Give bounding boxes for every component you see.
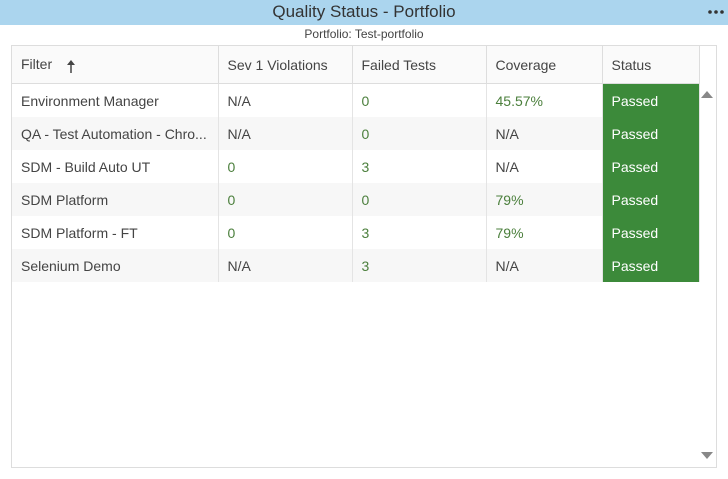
table-cell: N/A	[218, 83, 353, 117]
status-cell: Passed	[602, 117, 700, 150]
status-cell: Passed	[602, 249, 700, 282]
column-header[interactable]: Failed Tests	[352, 46, 487, 84]
table-cell: 0	[352, 83, 487, 117]
table-cell: SDM Platform - FT	[12, 216, 219, 249]
table-row: Environment Manager N/A 0 45.57% Passed	[12, 83, 700, 117]
scroll-down[interactable]	[701, 452, 713, 459]
header-row: Filter Sev 1 Violations Failed Tests Covera…	[12, 46, 700, 84]
table-cell: N/A	[486, 117, 603, 150]
table-cell: 79%	[486, 183, 603, 216]
table-cell: SDM Platform	[12, 183, 219, 216]
table-row: SDM - Build Auto UT 0 3 N/A Passed	[12, 150, 700, 183]
column-label: Coverage	[495, 56, 557, 73]
table-row: SDM Platform 0 0 79% Passed	[12, 183, 700, 216]
status-cell: Passed	[602, 216, 700, 249]
table-cell: Environment Manager	[12, 83, 219, 117]
table-row: Selenium Demo N/A 3 N/A Passed	[12, 249, 700, 282]
table-cell: 0	[218, 150, 353, 183]
table-cell: QA - Test Automation - Chro...	[12, 117, 219, 150]
table-cell: 3	[352, 150, 487, 183]
column-label: Filter	[21, 56, 53, 72]
status-cell: Passed	[602, 150, 700, 183]
title-bar: Quality Status - Portfolio	[0, 0, 728, 25]
sort-icon	[67, 60, 76, 73]
table-cell: SDM - Build Auto UT	[12, 150, 219, 183]
table-cell: 0	[352, 117, 487, 150]
title: Quality Status - Portfolio	[272, 2, 456, 21]
menu-button[interactable]	[708, 9, 724, 15]
table-cell: 3	[352, 216, 487, 249]
table-cell: N/A	[218, 117, 353, 150]
table: Filter Sev 1 Violations Failed Tests Covera…	[12, 46, 700, 282]
scrollbar[interactable]	[698, 83, 716, 467]
column-header[interactable]: Status	[602, 46, 700, 84]
table-cell: 3	[352, 249, 487, 282]
grid: Filter Sev 1 Violations Failed Tests Covera…	[11, 45, 717, 468]
table-row: QA - Test Automation - Chro... N/A 0 N/A Pas…	[12, 117, 700, 150]
subtitle: Portfolio: Test-portfolio	[304, 27, 424, 41]
table-cell: 45.57%	[486, 83, 603, 117]
column-label: Failed Tests	[361, 56, 436, 73]
status-cell: Passed	[602, 183, 700, 216]
table-cell: N/A	[486, 150, 603, 183]
column-header[interactable]: Filter	[12, 46, 219, 84]
table-row: SDM Platform - FT 0 3 79% Passed	[12, 216, 700, 249]
column-header[interactable]: Sev 1 Violations	[218, 46, 353, 84]
status-cell: Passed	[602, 83, 700, 117]
table-cell: N/A	[218, 249, 353, 282]
column-header[interactable]: Coverage	[486, 46, 603, 84]
column-label: Sev 1 Violations	[227, 56, 328, 73]
column-label: Status	[611, 56, 652, 73]
table-cell: Selenium Demo	[12, 249, 219, 282]
table-cell: 79%	[486, 216, 603, 249]
table-cell: 0	[352, 183, 487, 216]
scroll-up[interactable]	[701, 91, 713, 98]
table-cell: 0	[218, 216, 353, 249]
table-cell: N/A	[486, 249, 603, 282]
table-cell: 0	[218, 183, 353, 216]
